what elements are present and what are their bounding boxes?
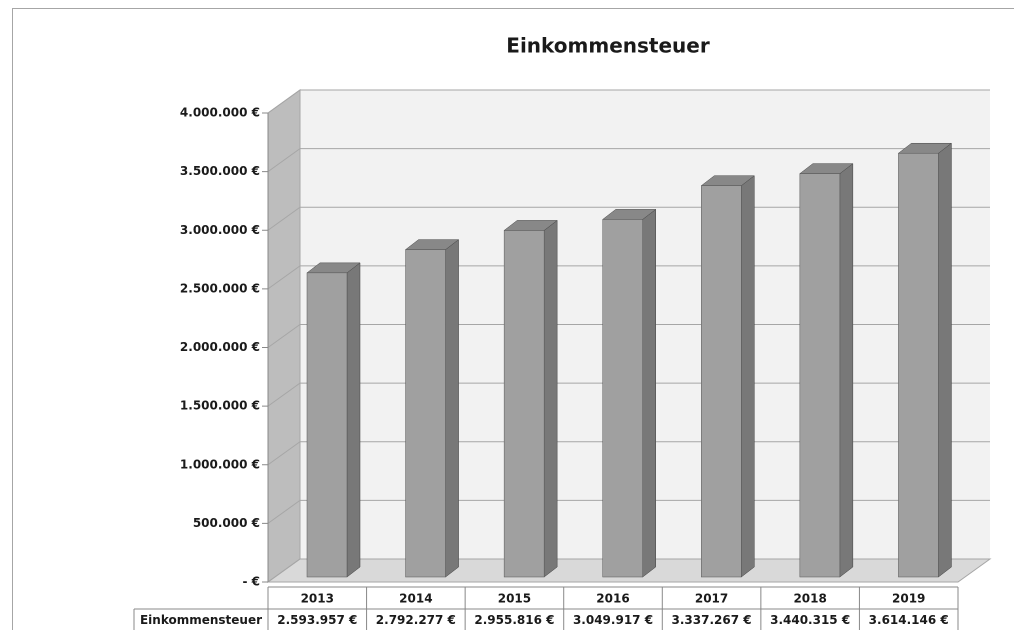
data-label: 2.593.957 € xyxy=(277,613,357,627)
grid-line xyxy=(267,148,990,173)
data-label: 3.049.917 € xyxy=(573,613,653,627)
x-tick-label: 2014 xyxy=(399,592,432,606)
data-label: 2.792.277 € xyxy=(376,613,456,627)
y-tick-label: 2.000.000 € xyxy=(180,340,260,354)
bar xyxy=(898,152,939,578)
x-tick-label: 2013 xyxy=(301,592,334,606)
x-tick-label: 2015 xyxy=(498,592,531,606)
bar-side xyxy=(938,142,952,578)
bar xyxy=(602,219,643,578)
grid-line xyxy=(267,265,990,290)
grid-line xyxy=(267,441,990,466)
grid-line xyxy=(267,206,990,231)
bar xyxy=(405,249,446,578)
bar xyxy=(701,185,742,578)
x-tick-label: 2019 xyxy=(892,592,925,606)
bar-side xyxy=(741,175,755,578)
y-tick-label: 500.000 € xyxy=(193,516,260,530)
y-tick-label: 4.000.000 € xyxy=(180,106,260,120)
chart-title: Einkommensteuer xyxy=(506,34,710,58)
y-tick-label: 1.500.000 € xyxy=(180,399,260,413)
x-tick-label: 2016 xyxy=(596,592,629,606)
x-tick-label: 2018 xyxy=(793,592,826,606)
grid-line xyxy=(267,382,990,407)
grid-line xyxy=(267,89,990,114)
bar xyxy=(306,272,348,578)
data-label: 3.337.267 € xyxy=(672,613,752,627)
y-tick-label: 2.500.000 € xyxy=(180,281,260,295)
grid-line xyxy=(267,558,990,583)
bar-side xyxy=(642,208,656,578)
y-tick-label: - € xyxy=(242,575,260,589)
grid-line xyxy=(267,499,990,524)
grid-line xyxy=(267,324,990,348)
bar-side xyxy=(445,239,459,578)
bar-side xyxy=(346,262,361,578)
data-label: 3.440.315 € xyxy=(770,613,850,627)
data-label: 2.955.816 € xyxy=(474,613,554,627)
legend-label: Einkommensteuer xyxy=(140,613,262,627)
bar xyxy=(503,230,545,578)
x-tick-label: 2017 xyxy=(695,592,728,606)
y-tick-label: 3.500.000 € xyxy=(180,164,260,178)
data-label: 3.614.146 € xyxy=(869,613,949,627)
bar-side xyxy=(543,219,558,578)
y-tick-label: 1.000.000 € xyxy=(180,457,260,471)
bar-side xyxy=(839,163,854,578)
y-tick-label: 3.000.000 € xyxy=(180,223,260,237)
bar xyxy=(799,173,841,578)
